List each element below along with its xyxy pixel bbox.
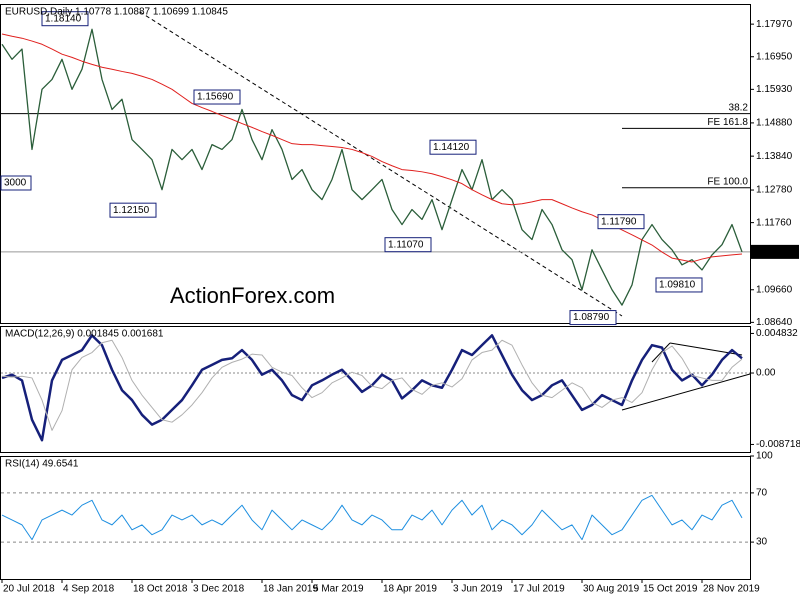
x-tick-label: 18 Apr 2019 <box>383 584 437 595</box>
y-tick-label: 70 <box>756 488 768 499</box>
trend-line <box>139 11 623 317</box>
y-tick-label: 30 <box>756 537 768 548</box>
x-tick-label: 20 Jul 2018 <box>3 584 55 595</box>
y-tick-label: 1.12780 <box>756 185 793 196</box>
price-annotation: 1.12150 <box>113 205 150 216</box>
price-annotation-box <box>655 277 703 293</box>
x-tick-label: 30 Aug 2019 <box>583 584 640 595</box>
price-annotation: 1.09810 <box>659 280 696 291</box>
watermark: ActionForex.com <box>170 283 335 308</box>
price-annotation: 1.11070 <box>388 239 424 250</box>
level-label: 38.2 <box>729 102 749 113</box>
y-tick-label: 1.17970 <box>756 19 793 30</box>
price-annotation: 1.08790 <box>573 312 610 323</box>
y-tick-label: 1.09660 <box>756 284 793 295</box>
y-tick-label: 1.14880 <box>756 118 793 129</box>
macd-channel-line <box>651 342 671 363</box>
y-tick-label: 1.13840 <box>756 151 793 162</box>
price-annotation-box <box>384 237 432 253</box>
price-annotation-box <box>0 175 32 191</box>
x-tick-label: 18 Jan 2019 <box>263 584 318 595</box>
series-line <box>1 334 743 442</box>
price-panel <box>0 4 751 324</box>
price-annotation: 3000 <box>4 178 27 189</box>
macd-support-line <box>621 373 751 411</box>
price-annotation-box <box>41 11 89 27</box>
x-tick-label: 15 Oct 2019 <box>643 584 698 595</box>
price-annotation-box <box>597 214 645 230</box>
y-tick-label: 100 <box>756 451 773 462</box>
x-tick-label: 3 Dec 2018 <box>193 584 245 595</box>
price-annotation: 1.18140 <box>45 13 82 24</box>
y-tick-label: 1.11760 <box>756 217 792 228</box>
macd-panel <box>0 326 751 453</box>
series-line <box>1 28 743 306</box>
y-tick-label: 1.15930 <box>756 84 793 95</box>
level-label: FE 100.0 <box>707 176 748 187</box>
price-annotation-box <box>193 89 241 105</box>
x-tick-label: 18 Oct 2018 <box>133 584 188 595</box>
last-price-label: 1.10845 <box>756 247 793 258</box>
level-label: FE 161.8 <box>707 117 748 128</box>
last-price-box <box>751 244 799 259</box>
panel-title: EURUSD,Daily 1.10778 1.10887 1.10699 1.1… <box>5 7 228 18</box>
x-tick-label: 17 Jul 2019 <box>513 584 565 595</box>
x-tick-label: 28 Nov 2019 <box>703 584 760 595</box>
y-tick-label: 1.16950 <box>756 51 793 62</box>
price-annotation: 1.15690 <box>197 92 234 103</box>
y-tick-label: 0.004832 <box>756 328 798 339</box>
x-tick-label: 3 Jun 2019 <box>453 584 503 595</box>
y-tick-label: 1.08640 <box>756 317 793 328</box>
price-annotation: 1.11790 <box>601 216 637 227</box>
price-annotation-box <box>109 202 157 218</box>
x-tick-label: 4 Sep 2018 <box>63 584 115 595</box>
price-annotation: 1.14120 <box>433 142 470 153</box>
price-annotation-box <box>569 310 617 326</box>
panel-title: RSI(14) 49.6541 <box>5 459 79 470</box>
rsi-panel <box>0 456 751 580</box>
panel-title: MACD(12,26,9) 0.001845 0.001681 <box>5 329 164 340</box>
series-line <box>1 494 743 541</box>
price-annotation-box <box>429 139 477 155</box>
x-tick-label: 5 Mar 2019 <box>313 584 364 595</box>
y-tick-label: -0.008718 <box>756 439 800 450</box>
series-line <box>1 339 743 431</box>
y-tick-label: 0.00 <box>756 368 776 379</box>
